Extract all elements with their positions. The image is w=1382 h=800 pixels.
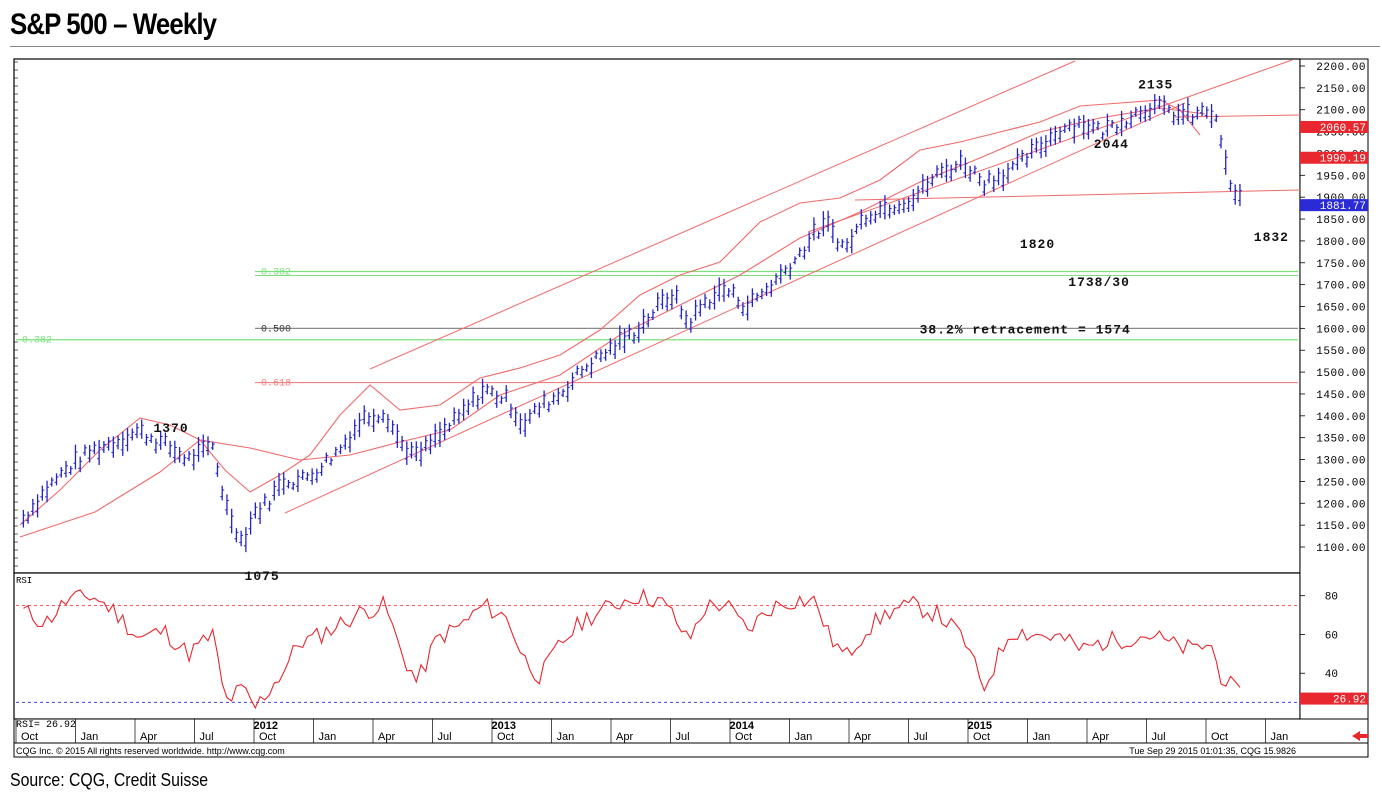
fibonacci-levels: 0.382 0.500 0.382 0.618 (16, 268, 1298, 390)
fib-level-label: 0.382 (22, 336, 52, 347)
fib-level-label: 0.500 (261, 324, 291, 335)
rsi-axis: 80 60 40 26.92 (1300, 592, 1368, 707)
fib-level-label: 0.618 (261, 379, 291, 390)
price-tick-label: 1350.00 (1316, 434, 1366, 446)
month-label: Oct (21, 731, 38, 743)
price-tag-label: 1881.77 (1320, 201, 1366, 213)
moving-average-long (19, 107, 1206, 538)
time-axis: Oct Jan Apr Jul Oct Jan Apr Jul Oct Jan Apr Jul Oct J… (15, 719, 1289, 743)
price-tick-label: 1650.00 (1316, 303, 1366, 315)
annotation-label: 2044 (1094, 137, 1129, 152)
rsi-tag-label: 26.92 (1333, 695, 1366, 707)
month-label: Jul (914, 731, 928, 743)
price-tick-label: 2150.00 (1316, 84, 1366, 96)
price-bars (21, 94, 1242, 553)
price-tick-label: 1800.00 (1316, 237, 1366, 249)
price-tick-label: 1500.00 (1316, 368, 1366, 380)
month-label: Apr (140, 731, 157, 743)
price-tag-label: 1990.19 (1320, 154, 1366, 166)
annotations: 2135 2044 1820 1832 1738/30 38.2% retracement… (153, 77, 1289, 584)
month-label: Oct (1211, 731, 1228, 743)
price-tick-label: 2200.00 (1316, 62, 1366, 74)
chart-title: S&P 500 – Weekly (10, 8, 217, 41)
price-tick-label: 1950.00 (1316, 171, 1366, 183)
month-label: Apr (854, 731, 871, 743)
channel-mid-line (807, 59, 1293, 233)
title-divider (10, 46, 1380, 47)
annotation-label: 1820 (1020, 237, 1055, 252)
source-note: Source: CQG, Credit Suisse (10, 770, 209, 790)
month-label: Jan (319, 731, 337, 743)
month-label: Jan (1033, 731, 1051, 743)
month-label: Jul (438, 731, 452, 743)
month-label: Apr (1092, 731, 1109, 743)
support-line (854, 189, 1301, 201)
month-label: Jul (676, 731, 690, 743)
rsi-readout: RSI= 26.92 (16, 720, 76, 731)
left-scale-ticks (14, 61, 18, 567)
rsi-tag-box (1300, 692, 1368, 705)
price-tick-label: 1100.00 (1316, 543, 1366, 555)
price-tag-box (1300, 120, 1368, 133)
footer-copyright: CQG Inc. © 2015 All rights reserved worl… (16, 746, 285, 756)
footer-bar (13, 742, 1369, 758)
year-label: 2014 (730, 720, 755, 732)
annotation-label: 1832 (1254, 230, 1289, 245)
year-label: 2013 (492, 720, 516, 732)
month-label: Jul (1152, 731, 1166, 743)
month-label: Jan (557, 731, 575, 743)
annotation-label: 2135 (1138, 77, 1173, 92)
rsi-label: RSI (16, 576, 32, 586)
footer-timestamp: Tue Sep 29 2015 01:01:35, CQG 15.9826 (1129, 746, 1296, 756)
annotation-label: 1370 (153, 421, 188, 436)
annotation-label: 1738/30 (1068, 275, 1130, 290)
price-tag-box (1300, 199, 1368, 212)
month-label: Apr (616, 731, 633, 743)
price-tick-label: 1850.00 (1316, 215, 1366, 227)
rsi-tick-label: 80 (1325, 592, 1338, 604)
month-label: Oct (973, 731, 990, 743)
month-label: Jan (81, 731, 99, 743)
rsi-series (16, 588, 1298, 710)
channel-upper-line (369, 60, 1076, 370)
month-label: Oct (259, 731, 276, 743)
scroll-left-arrow-icon[interactable] (1352, 731, 1368, 741)
axis-panel (1299, 58, 1369, 720)
price-tick-label: 1550.00 (1316, 346, 1366, 358)
month-label: Oct (735, 731, 752, 743)
price-tick-label: 2100.00 (1316, 106, 1366, 118)
price-tick-label: 1400.00 (1316, 412, 1366, 424)
month-label: Jan (1271, 731, 1289, 743)
price-tick-label: 1750.00 (1316, 259, 1366, 271)
year-label: 2012 (254, 720, 278, 732)
month-label: Oct (497, 731, 514, 743)
fib-level-label: 0.382 (261, 268, 291, 279)
time-axis-panel (13, 718, 1369, 744)
annotation-label: 38.2% retracement = 1574 (920, 323, 1131, 338)
moving-average-short (19, 99, 1201, 526)
price-tick-label: 1600.00 (1316, 324, 1366, 336)
price-tick-label: 1150.00 (1316, 521, 1366, 533)
rsi-line (23, 588, 1241, 710)
rsi-tick-label: 40 (1325, 669, 1338, 681)
price-tag-box (1300, 151, 1368, 164)
month-label: Jul (200, 731, 214, 743)
rsi-tick-label: 60 (1325, 630, 1338, 642)
price-tick-label: 1300.00 (1316, 456, 1366, 468)
month-label: Apr (378, 731, 395, 743)
moving-averages (19, 99, 1206, 538)
month-label: Jan (795, 731, 813, 743)
price-tick-label: 1200.00 (1316, 499, 1366, 511)
price-tick-label: 1700.00 (1316, 281, 1366, 293)
price-tags: 2060.57 1990.19 1881.77 (1300, 120, 1368, 213)
annotation-label: 1075 (245, 569, 280, 584)
price-tick-label: 1450.00 (1316, 390, 1366, 402)
price-tick-label: 1250.00 (1316, 477, 1366, 489)
price-tag-label: 2060.57 (1320, 123, 1366, 135)
year-label: 2015 (968, 720, 992, 732)
